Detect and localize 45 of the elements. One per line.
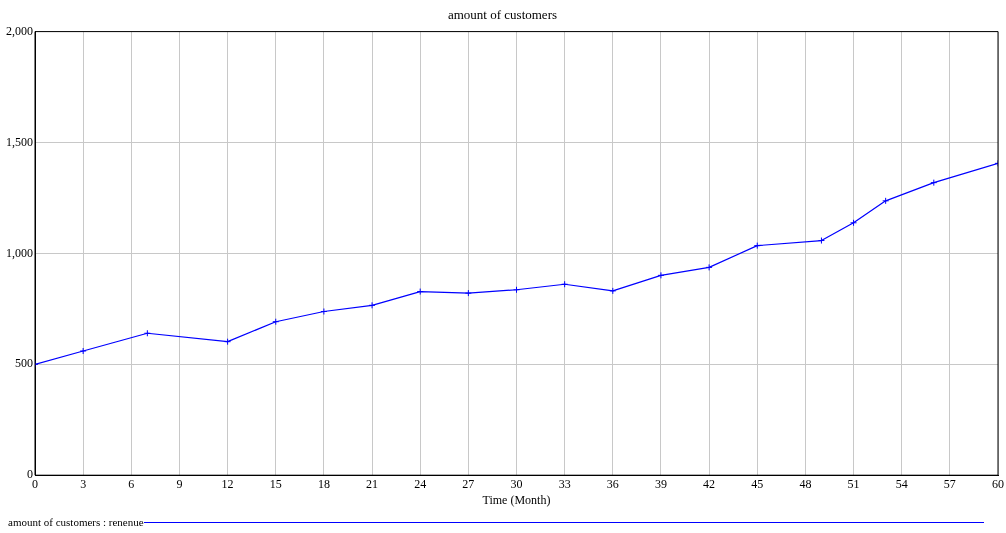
point — [609, 287, 617, 295]
point — [930, 179, 938, 187]
y-tick-label: 1,500 — [6, 134, 33, 149]
point — [561, 280, 569, 288]
point — [416, 288, 424, 296]
x-tick-label: 42 — [703, 476, 716, 491]
point — [850, 219, 858, 227]
point — [224, 338, 232, 346]
x-tick-label: 6 — [128, 476, 135, 491]
chart-title: amount of customers — [447, 7, 558, 23]
point — [143, 329, 151, 337]
x-tick-label: 27 — [462, 476, 475, 491]
point — [882, 197, 890, 205]
x-tick-label: 39 — [654, 476, 667, 491]
point — [320, 308, 328, 316]
x-tick-label: 24 — [414, 476, 427, 491]
text: amount of customers : renenue — [8, 516, 144, 528]
y-tick-label: 500 — [15, 356, 33, 371]
x-tick-label: 9 — [176, 476, 183, 491]
y-tick-label: 1,000 — [6, 245, 33, 260]
point — [464, 289, 472, 297]
x-tick-label: 60 — [992, 476, 1004, 491]
point — [272, 318, 280, 326]
x-tick-label: 45 — [751, 476, 764, 491]
x-tick-label: 33 — [558, 476, 571, 491]
x-tick-label: 36 — [606, 476, 619, 491]
point — [705, 263, 713, 271]
point — [753, 242, 761, 250]
x-tick-label: 57 — [943, 476, 956, 491]
point — [657, 271, 665, 279]
point — [79, 347, 87, 355]
point — [513, 286, 520, 294]
x-tick-label: 3 — [80, 476, 87, 491]
y-tick-label: 2,000 — [6, 23, 33, 38]
x-tick-label: 30 — [510, 476, 523, 491]
point — [817, 237, 825, 245]
x-tick-label: 21 — [366, 476, 379, 491]
x-tick-label: 51 — [847, 476, 860, 491]
x-tick-label: 54 — [895, 476, 908, 491]
x-axis-title: Time (Month) — [482, 492, 551, 507]
x-tick-label: 12 — [221, 476, 234, 491]
x-tick-label: 15 — [269, 476, 282, 491]
x-tick-label: 18 — [317, 476, 330, 491]
point — [368, 301, 376, 309]
x-tick-label: 48 — [799, 476, 812, 491]
